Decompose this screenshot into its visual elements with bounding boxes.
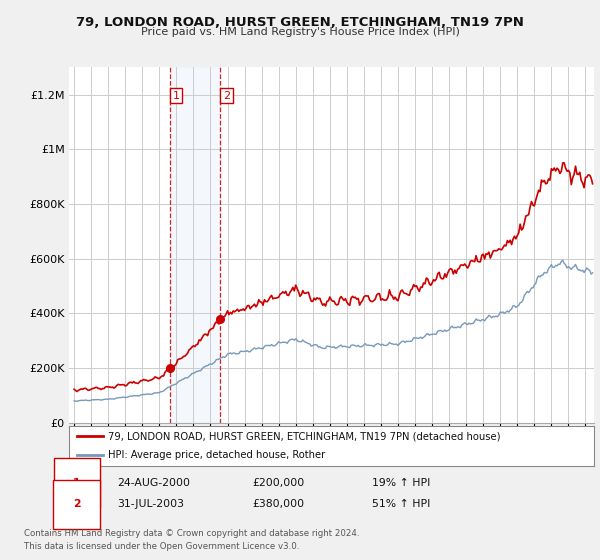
Text: £200,000: £200,000 [252, 478, 304, 488]
Text: 51% ↑ HPI: 51% ↑ HPI [372, 499, 430, 509]
Bar [170, 67, 220, 423]
Text: 24-AUG-2000: 24-AUG-2000 [117, 478, 190, 488]
Text: 19% ↑ HPI: 19% ↑ HPI [372, 478, 430, 488]
Text: 2: 2 [223, 91, 230, 101]
Text: 79, LONDON ROAD, HURST GREEN, ETCHINGHAM, TN19 7PN (detached house): 79, LONDON ROAD, HURST GREEN, ETCHINGHAM… [109, 431, 501, 441]
Text: Contains HM Land Registry data © Crown copyright and database right 2024.: Contains HM Land Registry data © Crown c… [24, 529, 359, 538]
Text: 31-JUL-2003: 31-JUL-2003 [117, 499, 184, 509]
Text: This data is licensed under the Open Government Licence v3.0.: This data is licensed under the Open Gov… [24, 542, 299, 550]
Text: 1: 1 [73, 478, 80, 488]
Text: HPI: Average price, detached house, Rother: HPI: Average price, detached house, Roth… [109, 450, 326, 460]
Text: 2: 2 [73, 499, 80, 509]
Text: £380,000: £380,000 [252, 499, 304, 509]
Text: 79, LONDON ROAD, HURST GREEN, ETCHINGHAM, TN19 7PN: 79, LONDON ROAD, HURST GREEN, ETCHINGHAM… [76, 16, 524, 29]
Text: 1: 1 [173, 91, 179, 101]
Text: Price paid vs. HM Land Registry's House Price Index (HPI): Price paid vs. HM Land Registry's House … [140, 27, 460, 37]
